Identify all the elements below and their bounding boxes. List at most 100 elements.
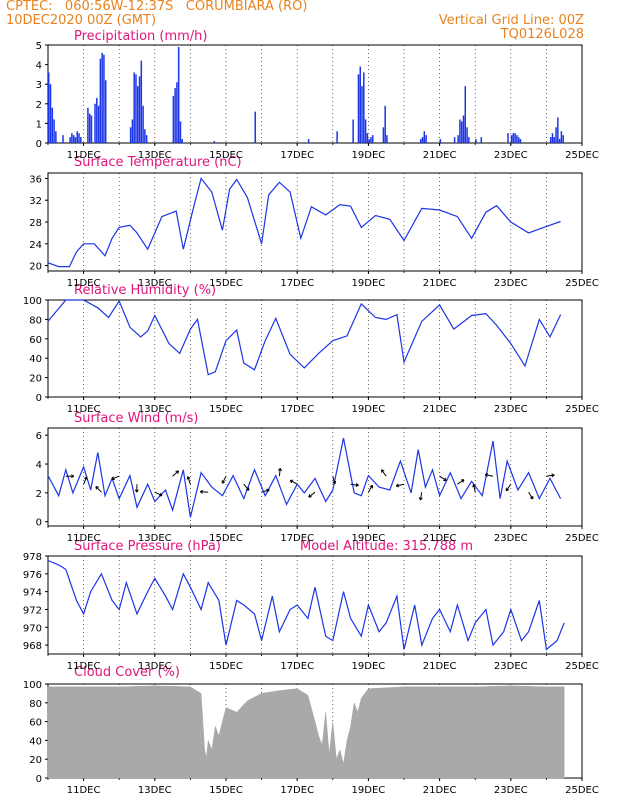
precip-bar: [384, 105, 386, 143]
wind-x-tick-label: 25DEC: [565, 533, 599, 544]
precip-y-tick-label: 5: [36, 41, 42, 52]
wind-direction-arrow: [308, 491, 316, 498]
precip-bar: [466, 127, 468, 143]
precip-bar: [254, 111, 256, 143]
temp-y-tick-label: 24: [29, 240, 42, 251]
cloud-area: [47, 685, 565, 779]
precip-bar: [425, 135, 427, 143]
precip-bar: [103, 54, 105, 143]
model-altitude-annotation: Model Altitude: 315.788 m: [300, 539, 474, 554]
precip-bar: [361, 86, 363, 143]
wind-arrow-head: [266, 488, 270, 493]
wind-x-tick-label: 15DEC: [209, 533, 243, 544]
precip-bar: [94, 103, 96, 143]
wind-arrow-head: [278, 467, 282, 472]
precip-bar: [519, 139, 522, 143]
temp-y-tick-label: 36: [29, 174, 42, 185]
precip-bar: [137, 86, 139, 143]
cloud-y-tick-label: 40: [29, 736, 42, 747]
cloud-y-tick-label: 20: [29, 755, 42, 766]
precip-x-tick-label: 17DEC: [280, 150, 314, 161]
wind-arrow-head: [484, 473, 489, 477]
wind-direction-arrow: [95, 486, 102, 493]
precip-bar: [138, 76, 141, 143]
wind-direction-arrow: [439, 475, 447, 481]
wind-arrow-head: [369, 484, 374, 489]
precip-bar: [307, 139, 310, 143]
precip-bar: [172, 95, 175, 143]
precip-bar: [69, 137, 71, 143]
wind-direction-arrow: [419, 492, 423, 501]
precip-bar: [468, 137, 470, 143]
rh-y-tick-label: 40: [29, 354, 42, 365]
temp-x-tick-label: 15DEC: [209, 278, 243, 289]
precip-bar: [213, 141, 216, 143]
wind-arrow-head: [505, 487, 510, 492]
station-header-line2: 10DEC2020 00Z (GMT): [6, 13, 157, 28]
wind-arrow-head: [221, 480, 226, 484]
rh-x-tick-label: 19DEC: [352, 404, 386, 415]
wind-plot-frame: [47, 427, 583, 527]
temp-x-tick-label: 19DEC: [352, 278, 386, 289]
precip-bar: [181, 139, 183, 143]
precip-bar: [97, 105, 100, 143]
precip-bar: [507, 133, 509, 143]
precip-bar: [80, 137, 82, 143]
wind-x-tick-label: 19DEC: [352, 533, 386, 544]
precip-bar: [78, 133, 80, 143]
precip-bar: [176, 82, 178, 143]
precip-x-tick-label: 25DEC: [565, 150, 599, 161]
cloud-x-tick-label: 11DEC: [67, 785, 101, 796]
precip-bar: [177, 46, 180, 143]
rh-y-tick-label: 20: [29, 374, 42, 385]
wind-direction-arrow: [111, 475, 120, 480]
wind-direction-arrow: [396, 483, 405, 487]
wind-x-tick-label: 17DEC: [280, 533, 314, 544]
cloud-x-tick-label: 19DEC: [352, 785, 386, 796]
cloud-y-tick-label: 80: [29, 699, 42, 710]
wind-direction-arrow: [381, 469, 387, 477]
rh-x-tick-label: 15DEC: [209, 404, 243, 415]
precip-bar: [51, 107, 54, 143]
wind-direction-arrow: [457, 479, 465, 485]
wind-direction-arrow: [261, 489, 270, 493]
wind-arrow-head: [134, 489, 139, 493]
pressure-y-tick-label: 970: [23, 623, 42, 634]
wind-direction-arrow: [367, 485, 373, 493]
pressure-y-tick-label: 972: [23, 605, 42, 616]
wind-arrow-head: [70, 474, 75, 479]
precip-bar: [553, 137, 556, 143]
cloud-y-tick-label: 0: [36, 774, 42, 785]
rh-y-tick-label: 0: [36, 393, 42, 404]
pressure-title: Surface Pressure (hPa): [74, 539, 221, 554]
precip-y-tick-label: 1: [36, 119, 42, 130]
precip-bar: [142, 105, 144, 143]
wind-arrow-head: [443, 477, 447, 482]
precip-bar: [133, 72, 135, 143]
precip-y-tick-label: 3: [36, 80, 42, 91]
cloud-x-tick-label: 21DEC: [423, 785, 457, 796]
precip-bar: [76, 131, 78, 143]
precip-bar: [179, 121, 182, 143]
precip-bar: [386, 135, 388, 143]
precip-bar: [457, 135, 459, 143]
wind-arrow-head: [308, 494, 312, 498]
wind-arrow-head: [395, 483, 400, 488]
rh-x-tick-label: 25DEC: [565, 404, 599, 415]
wind-arrow-head: [461, 479, 465, 483]
precip-bar: [370, 137, 372, 143]
rh-y-tick-label: 100: [23, 296, 42, 307]
wind-direction-arrow: [528, 491, 534, 500]
precip-bar: [72, 135, 75, 143]
wind-direction-arrow: [350, 483, 359, 486]
precip-bar: [74, 137, 77, 143]
wind-arrow-head: [199, 489, 204, 494]
temp-series-line: [47, 177, 561, 268]
wind-arrow-head: [159, 492, 163, 497]
cloud-x-tick-label: 25DEC: [565, 785, 599, 796]
precip-bar: [459, 119, 461, 143]
precip-bar: [129, 127, 132, 143]
wind-direction-arrow: [221, 475, 227, 484]
precip-bar: [557, 117, 559, 143]
